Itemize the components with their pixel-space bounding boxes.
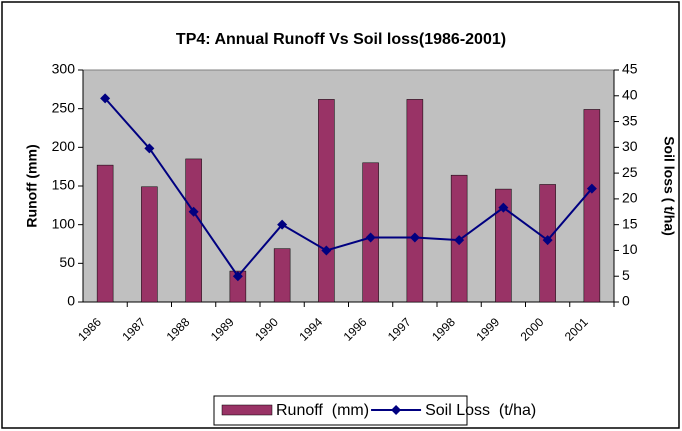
y2-tick-label: 20 (622, 190, 638, 206)
y-tick-label: 0 (67, 293, 75, 309)
plot-area (82, 69, 615, 303)
y2-tick-label: 45 (622, 61, 638, 77)
marker (100, 93, 111, 104)
y-tick-label: 250 (52, 99, 76, 115)
y2-tick-label: 25 (622, 164, 638, 180)
y-tick-label: 50 (59, 254, 75, 270)
bar (185, 158, 202, 303)
line (104, 97, 593, 278)
legend-label: Runoff (mm) (276, 402, 369, 419)
y-tick-label: 100 (52, 215, 76, 231)
y2-tick-label: 35 (622, 112, 638, 128)
marker (277, 219, 288, 230)
y2-tick-label: 5 (622, 267, 630, 283)
y-tick-label: 200 (52, 138, 76, 154)
chart-title: TP4: Annual Runoff Vs Soil loss(1986-200… (176, 31, 506, 48)
marker (409, 232, 420, 243)
y2-tick-label: 15 (622, 215, 638, 231)
marker (144, 143, 155, 154)
y-tick-label: 300 (52, 61, 76, 77)
bar (495, 188, 512, 303)
marker (542, 235, 553, 246)
marker (365, 232, 376, 243)
marker (454, 235, 465, 246)
bar (362, 162, 379, 303)
marker (586, 183, 597, 194)
y-axis-label: Runoff (mm) (24, 144, 40, 227)
marker (232, 271, 243, 282)
y2-tick-label: 0 (622, 293, 630, 309)
legend-label: Soil Loss (t/ha) (425, 402, 536, 419)
bar (583, 109, 601, 303)
legend-marker (391, 405, 402, 415)
bar (229, 270, 247, 303)
legend-swatch (221, 404, 273, 416)
marker (498, 202, 509, 213)
marker (188, 206, 199, 217)
marker (321, 245, 332, 256)
bar (96, 164, 114, 303)
bar (273, 248, 291, 303)
bar (406, 99, 424, 303)
bar (141, 186, 158, 303)
y2-tick-label: 10 (622, 241, 638, 257)
y2-axis-label: Soil loss ( t/ha) (661, 136, 677, 236)
bar (318, 99, 335, 303)
y2-tick-label: 30 (622, 138, 638, 154)
y-tick-label: 150 (52, 177, 76, 193)
y2-tick-label: 40 (622, 86, 638, 102)
